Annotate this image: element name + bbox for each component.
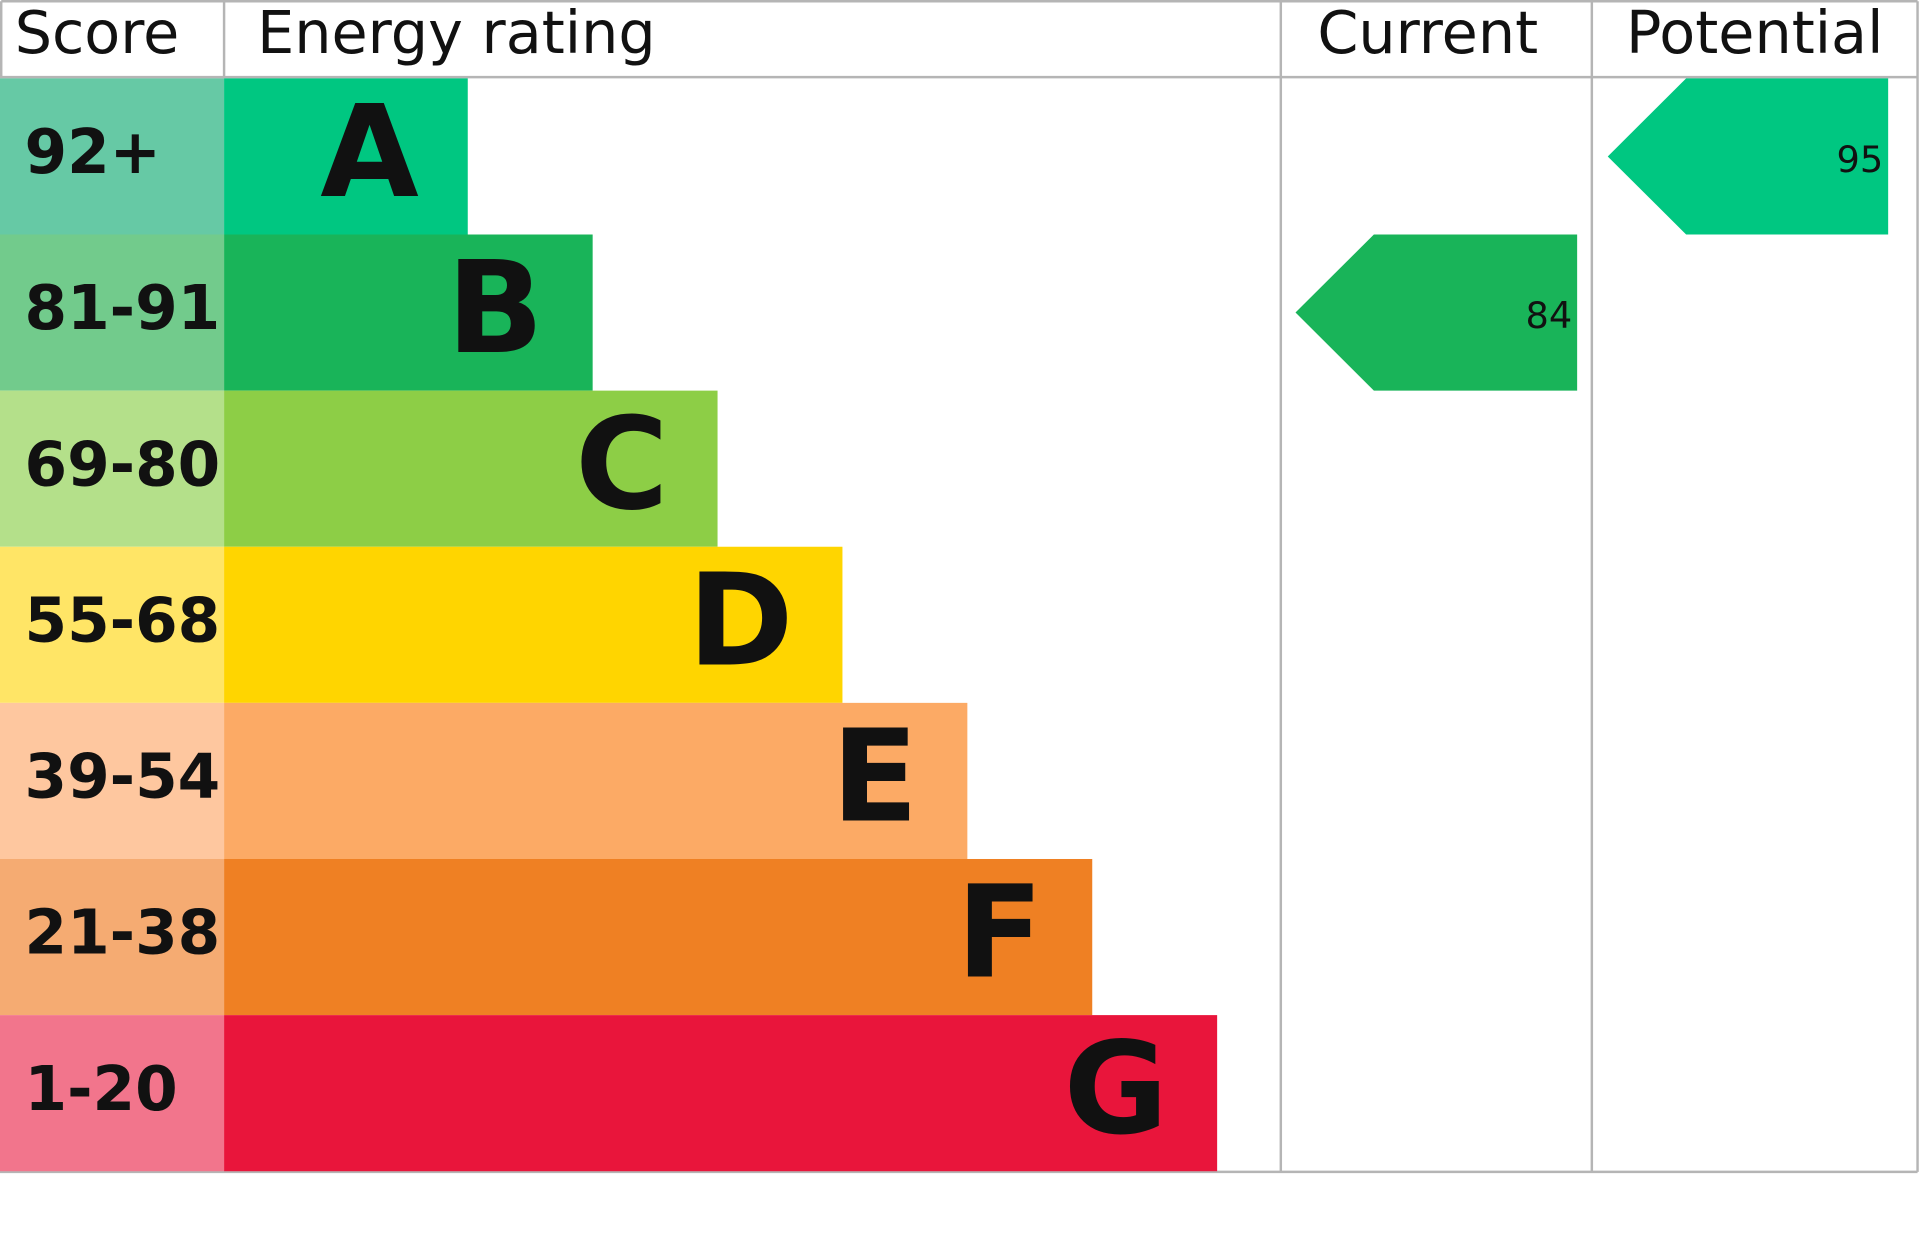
score-label: 1-20 [24,1054,177,1125]
rating-letter: D [688,547,794,695]
potential-value: 95 [1837,138,1884,181]
current-value: 84 [1526,294,1573,337]
rating-bar [224,546,843,703]
rating-letter: G [1064,1016,1169,1164]
current-arrow [1295,234,1578,391]
score-cell [0,702,225,859]
rating-letter: C [575,391,668,539]
rating-bar [224,1015,1218,1172]
potential-arrow [1607,78,1889,235]
score-label: 92+ [24,117,161,188]
score-cell [0,546,225,703]
header: Potential [1626,0,1883,67]
score-cell [0,234,225,391]
header: Score [15,0,180,67]
score-cell [0,78,225,235]
rating-letter: B [447,235,544,383]
header: Energy rating [257,0,656,67]
score-label: 81-91 [24,273,220,344]
rating-bar [224,78,468,235]
rating-letter: F [956,860,1043,1008]
score-label: 21-38 [24,898,220,969]
rating-letter: A [320,79,419,227]
score-cell [0,858,225,1016]
rating-bar [224,858,1093,1016]
score-label: 39-54 [24,742,220,813]
rating-letter: E [831,703,918,851]
rating-bar [224,390,718,547]
score-cell [0,1015,225,1172]
rating-bar [224,702,968,859]
score-label: 55-68 [24,585,220,656]
score-cell [0,390,225,547]
score-label: 69-80 [24,429,220,500]
rating-bar [224,234,593,391]
header: Current [1317,0,1538,67]
